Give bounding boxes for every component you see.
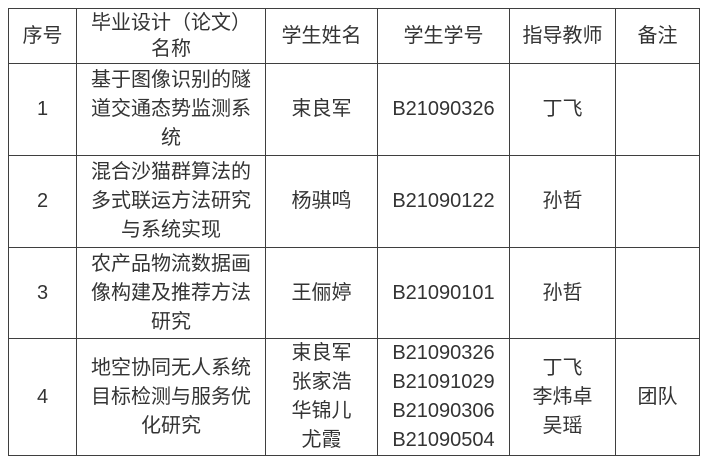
cell-advisor: 孙哲 [509, 155, 616, 248]
cell-title: 地空协同无人系统 目标检测与服务优 化研究 [76, 338, 266, 456]
cell-student-id: B21090122 [377, 155, 510, 248]
cell-student-name: 杨骐鸣 [265, 155, 378, 248]
cell-student-id: B21090326 B21091029 B21090306 B21090504 [377, 338, 510, 456]
table-row: 3 农产品物流数据画 像构建及推荐方法 研究 王俪婷 B21090101 孙哲 [8, 247, 700, 339]
table-row: 2 混合沙猫群算法的 多式联运方法研究 与系统实现 杨骐鸣 B21090122 … [8, 155, 700, 248]
cell-student-name: 束良军 张家浩 华锦儿 尤霞 [265, 338, 378, 456]
cell-remark [615, 63, 700, 156]
cell-no: 2 [8, 155, 77, 248]
header-cell-student-name: 学生姓名 [265, 8, 378, 64]
cell-advisor: 丁飞 [509, 63, 616, 156]
cell-remark [615, 247, 700, 339]
cell-advisor: 丁飞 李炜卓 吴瑶 [509, 338, 616, 456]
cell-student-name: 束良军 [265, 63, 378, 156]
cell-student-id: B21090101 [377, 247, 510, 339]
thesis-assignment-table: 序号 毕业设计（论文） 名称 学生姓名 学生学号 指导教师 备注 1 基于图像识… [8, 8, 700, 456]
cell-student-id: B21090326 [377, 63, 510, 156]
header-cell-advisor: 指导教师 [509, 8, 616, 64]
header-cell-student-id: 学生学号 [377, 8, 510, 64]
cell-remark [615, 155, 700, 248]
cell-remark: 团队 [615, 338, 700, 456]
cell-student-name: 王俪婷 [265, 247, 378, 339]
table-row: 1 基于图像识别的隧 道交通态势监测系 统 束良军 B21090326 丁飞 [8, 63, 700, 156]
header-row: 序号 毕业设计（论文） 名称 学生姓名 学生学号 指导教师 备注 [8, 8, 700, 64]
cell-no: 3 [8, 247, 77, 339]
cell-no: 1 [8, 63, 77, 156]
cell-title: 混合沙猫群算法的 多式联运方法研究 与系统实现 [76, 155, 266, 248]
table-row: 4 地空协同无人系统 目标检测与服务优 化研究 束良军 张家浩 华锦儿 尤霞 B… [8, 338, 700, 456]
header-cell-title: 毕业设计（论文） 名称 [76, 8, 266, 64]
header-cell-no: 序号 [8, 8, 77, 64]
cell-advisor: 孙哲 [509, 247, 616, 339]
cell-no: 4 [8, 338, 77, 456]
cell-title: 基于图像识别的隧 道交通态势监测系 统 [76, 63, 266, 156]
cell-title: 农产品物流数据画 像构建及推荐方法 研究 [76, 247, 266, 339]
header-cell-remark: 备注 [615, 8, 700, 64]
